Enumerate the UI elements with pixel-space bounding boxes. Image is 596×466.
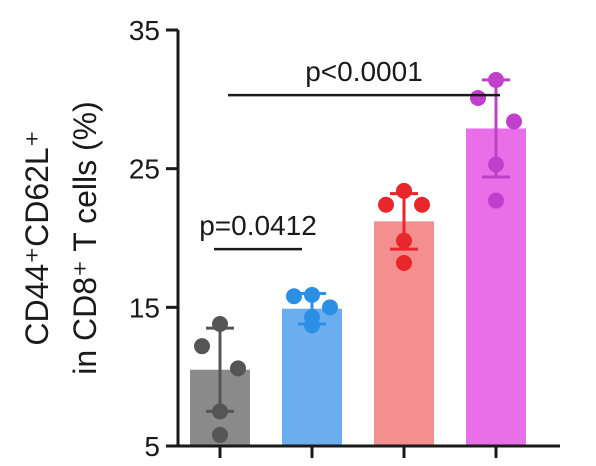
data-point-1-1 <box>212 315 228 332</box>
y-axis-label: CD44⁺CD62L⁺ in CD8⁺ T cells (%) <box>19 101 103 375</box>
data-point-2-1 <box>304 286 320 303</box>
data-point-2-2 <box>286 288 302 305</box>
significance-label-2: p<0.0001 <box>305 56 423 87</box>
data-point-3-3 <box>414 196 430 213</box>
data-point-4-1 <box>488 71 504 88</box>
y-tick-label-35: 35 <box>129 15 160 46</box>
y-tick-label-15: 15 <box>129 292 160 323</box>
data-point-4-2 <box>470 89 486 106</box>
data-point-4-5 <box>488 192 504 209</box>
data-point-1-2 <box>194 338 210 355</box>
significance-label-1: p=0.0412 <box>199 210 317 241</box>
data-point-3-1 <box>396 182 412 199</box>
y-axis-label-line1: CD44⁺CD62L⁺ <box>19 130 55 345</box>
data-point-3-4 <box>396 232 412 249</box>
y-axis-label-line2: in CD8⁺ T cells (%) <box>67 101 103 375</box>
y-tick-label-25: 25 <box>129 154 160 185</box>
data-point-4-4 <box>488 156 504 173</box>
plot-area: 5 15 25 35 p=0.0412 p<0.0001 <box>129 15 560 462</box>
data-point-1-3 <box>230 360 246 377</box>
data-point-2-5 <box>304 317 320 334</box>
data-point-4-3 <box>506 113 522 130</box>
data-point-1-4 <box>212 403 228 420</box>
bar-4 <box>466 128 526 446</box>
y-tick-label-5: 5 <box>144 431 160 462</box>
data-point-3-2 <box>378 196 394 213</box>
data-point-3-5 <box>396 254 412 271</box>
data-point-1-5 <box>212 426 228 443</box>
data-point-2-3 <box>322 299 338 316</box>
